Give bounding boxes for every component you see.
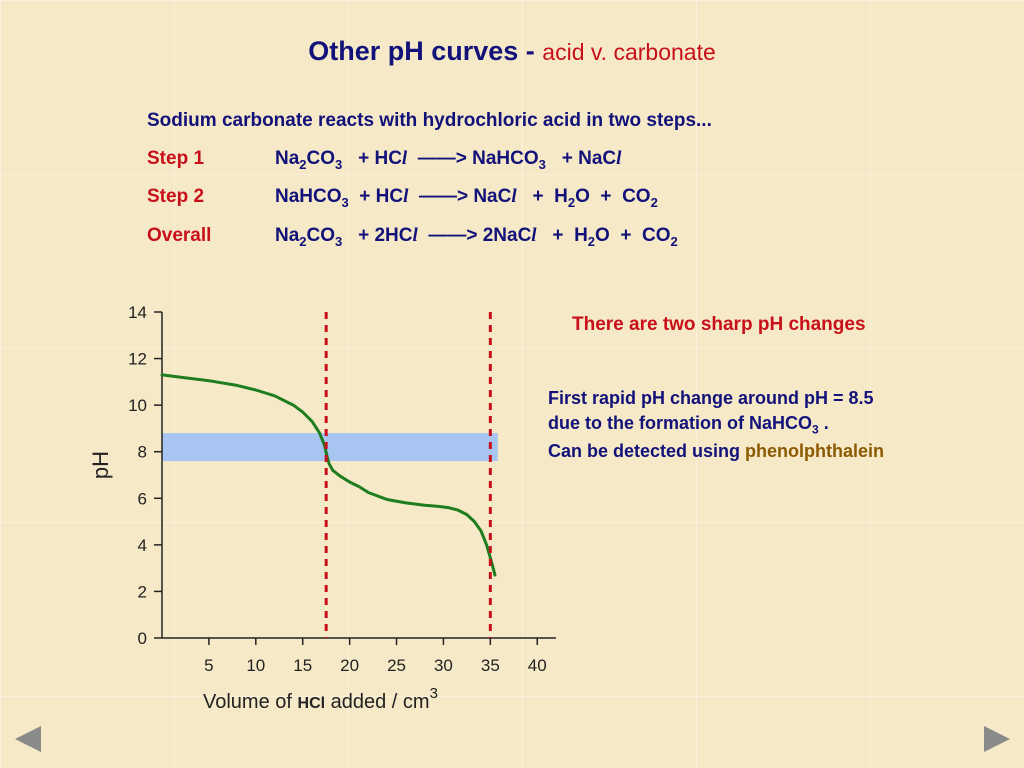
- y-tick-label: 12: [128, 350, 147, 369]
- x-axis-label-post: added / cm: [325, 691, 430, 713]
- note-line-3-text: Can be detected using: [548, 441, 746, 461]
- ph-curve-line: [160, 373, 497, 577]
- previous-slide-icon[interactable]: [15, 726, 41, 752]
- title-subtitle: acid v. carbonate: [542, 39, 716, 65]
- x-tick-label: 10: [246, 656, 265, 675]
- note-heading: There are two sharp pH changes: [572, 314, 866, 335]
- y-tick-label: 6: [138, 489, 147, 508]
- y-tick-label: 2: [138, 582, 147, 601]
- indicator-name: phenolphthalein: [745, 441, 885, 461]
- y-tick-label: 0: [138, 629, 147, 648]
- equation-text: Na2CO3 + HCl ——> NaHCO3 + NaCl: [275, 148, 622, 172]
- y-axis-label: pH: [88, 451, 113, 479]
- y-tick-label: 8: [138, 443, 147, 462]
- x-axis-label-sup: 3: [430, 685, 438, 702]
- equation-text: NaHCO3 + HCl ——> NaCl + H2O + CO2: [275, 186, 658, 210]
- note-line-3: Can be detected using phenolphthalein: [548, 441, 884, 462]
- intro-text: Sodium carbonate reacts with hydrochlori…: [147, 110, 712, 131]
- note-line-2-end: .: [818, 413, 829, 433]
- y-tick-label: 14: [128, 303, 147, 322]
- x-tick-label: 5: [204, 656, 213, 675]
- equation-label: Step 1: [147, 148, 205, 169]
- equation-label: Step 2: [147, 186, 205, 207]
- x-tick-label: 30: [434, 656, 453, 675]
- note-line-2-subscript: 3: [812, 422, 819, 437]
- next-slide-icon[interactable]: [984, 726, 1010, 752]
- x-tick-label: 20: [340, 656, 359, 675]
- equation-label: Overall: [147, 225, 212, 246]
- x-axis-label: Volume of HCl added / cm3: [203, 685, 438, 713]
- x-tick-label: 15: [293, 656, 312, 675]
- note-line-1: First rapid pH change around pH = 8.5: [548, 388, 874, 408]
- title-main: Other pH curves -: [308, 36, 543, 66]
- x-axis-label-hcl: HCl: [298, 695, 326, 712]
- slide-title: Other pH curves - acid v. carbonate: [0, 36, 1024, 67]
- y-tick-label: 10: [128, 396, 147, 415]
- y-tick-label: 4: [138, 536, 147, 555]
- x-tick-label: 35: [481, 656, 500, 675]
- x-tick-label: 40: [528, 656, 547, 675]
- note-line-2-text: due to the formation of NaHCO: [548, 413, 812, 433]
- x-axis-label-pre: Volume of: [203, 691, 298, 713]
- indicator-band: [162, 433, 498, 462]
- note-line-2: due to the formation of NaHCO3 .: [548, 413, 829, 437]
- equation-text: Na2CO3 + 2HCl ——> 2NaCl + H2O + CO2: [275, 225, 678, 249]
- x-tick-label: 25: [387, 656, 406, 675]
